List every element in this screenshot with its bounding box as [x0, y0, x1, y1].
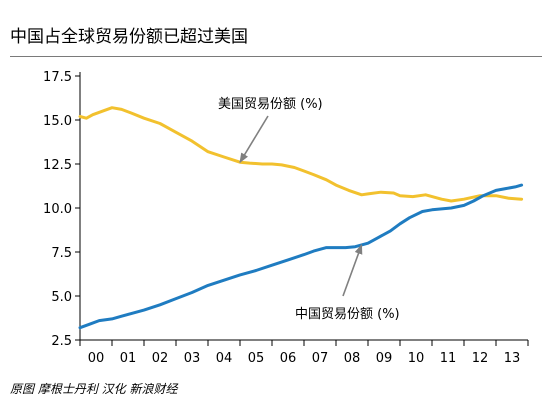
series-group — [78, 106, 524, 330]
us-annotation-label: 美国贸易份额 (%) — [218, 97, 323, 112]
y-tick-label: 15.0 — [43, 114, 72, 129]
x-tick-label: 08 — [344, 351, 361, 366]
x-tick-label: 01 — [120, 351, 137, 366]
x-tick-label: 10 — [408, 351, 425, 366]
x-tick-label: 03 — [184, 351, 201, 366]
x-tick-label: 09 — [376, 351, 393, 366]
y-axis: 2.5 5.0 7.5 10.0 12.5 15.0 17.5 — [43, 70, 81, 349]
annotation-group: 美国贸易份额 (%) 中国贸易份额 (%) — [218, 97, 400, 322]
x-tick-label: 05 — [248, 351, 265, 366]
line-chart: 2.5 5.0 7.5 10.0 12.5 15.0 17.5 00 01 02 03 04 05 06… — [43, 70, 529, 366]
x-tick-label: 11 — [440, 351, 457, 366]
y-tick-label: 12.5 — [43, 158, 72, 173]
y-tick-label: 7.5 — [51, 246, 72, 261]
china-annotation-arrow — [342, 244, 363, 297]
china-share-line — [78, 183, 524, 330]
china-annotation-label: 中国贸易份额 (%) — [295, 307, 400, 322]
x-tick-label: 06 — [280, 351, 297, 366]
x-tick-label: 04 — [216, 351, 233, 366]
x-tick-label: 12 — [472, 351, 489, 366]
y-tick-label: 2.5 — [51, 334, 72, 349]
y-tick-label: 5.0 — [51, 290, 72, 305]
y-tick-label: 17.5 — [43, 70, 72, 85]
x-tick-label: 02 — [152, 351, 169, 366]
source-note: 原图 摩根士丹利 汉化 新浪财经 — [10, 382, 178, 396]
us-share-line — [78, 106, 524, 203]
x-tick-label: 13 — [504, 351, 521, 366]
us-annotation-arrow — [239, 115, 269, 164]
y-tick-label: 10.0 — [43, 202, 72, 217]
x-tick-label: 00 — [88, 351, 105, 366]
chart-title: 中国占全球贸易份额已超过美国 — [10, 27, 248, 47]
x-tick-label: 07 — [312, 351, 329, 366]
x-axis: 00 01 02 03 04 05 06 07 08 09 10 11 12 13 — [79, 339, 529, 366]
title-divider — [10, 56, 542, 57]
